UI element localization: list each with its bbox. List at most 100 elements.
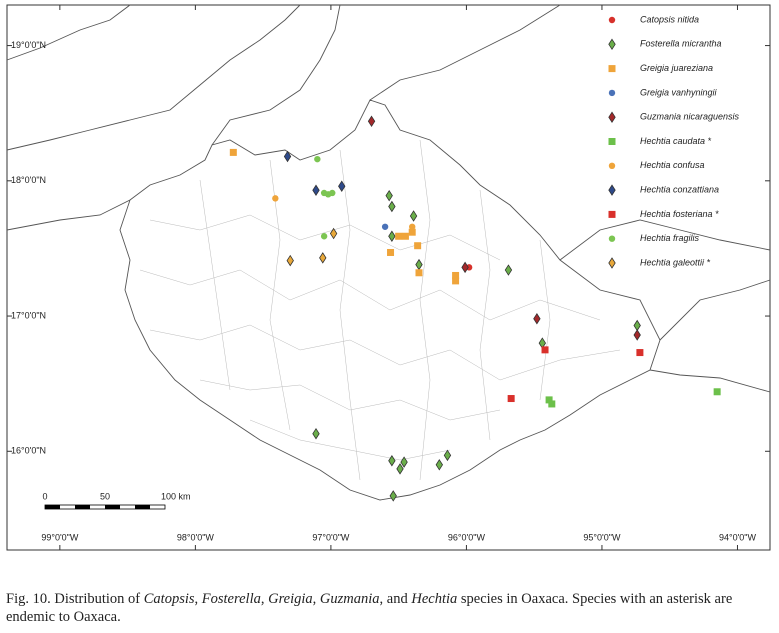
caption-segment: , [312, 591, 320, 607]
point [548, 400, 556, 408]
coastline [649, 369, 771, 393]
scale-bar-segment [105, 505, 120, 509]
legend-marker [608, 162, 616, 169]
point [452, 277, 460, 285]
caption-segment: Greigia [268, 591, 313, 607]
legend-label: Hechtia galeottii * [640, 257, 711, 267]
axes: 99°0'0"W 98°0'0"W 97°0'0"W 96°0'0"W 95°0'0"W… [7, 5, 770, 550]
caption-segment: Fig. 10. Distribution of [6, 591, 144, 607]
x-tick-label: 94°0'0"W [719, 532, 757, 542]
point [229, 148, 237, 156]
y-tick-label: 17°0'0"N [11, 310, 46, 320]
scale-bar: 0 50 100 km [42, 491, 191, 510]
point [507, 395, 515, 403]
point [443, 449, 452, 462]
legend-marker [608, 138, 616, 145]
caption-segment: Guzmania [319, 591, 380, 607]
legend-label: Greigia juareziana [640, 63, 713, 73]
point [414, 242, 422, 250]
point [286, 254, 294, 267]
legend-marker [608, 184, 616, 196]
state-border [559, 219, 771, 261]
point [541, 346, 549, 354]
y-tick-label: 19°0'0"N [11, 40, 46, 50]
point [338, 180, 346, 192]
point [636, 349, 644, 357]
legend: Catopsis nitida Fosterella micrantha Greig… [608, 14, 740, 269]
point [388, 455, 396, 467]
point [533, 313, 541, 325]
y-tick-label: 18°0'0"N [11, 175, 46, 185]
point [415, 269, 423, 277]
basemap [6, 4, 771, 501]
legend-label: Hechtia fosteriana * [640, 209, 719, 219]
point [452, 271, 460, 279]
legend-label: Hechtia conzattiana [640, 184, 719, 194]
scale-bar-segment [45, 505, 60, 509]
state-border [211, 4, 341, 146]
point [367, 115, 376, 128]
legend-label: Guzmania nicaraguensis [640, 112, 740, 122]
legend-marker [608, 111, 616, 123]
point [312, 184, 320, 197]
point [272, 195, 279, 202]
legend-marker [608, 257, 616, 269]
point [409, 210, 418, 222]
point [395, 232, 403, 240]
legend-label: Fosterella micrantha [640, 39, 722, 49]
legend-label: Hechtia confusa [640, 160, 705, 170]
x-tick-label: 95°0'0"W [583, 532, 621, 542]
point [329, 189, 336, 197]
legend-marker [608, 89, 616, 97]
point [400, 456, 408, 468]
caption-segment: Fosterella [201, 591, 261, 607]
caption-segment: , and [379, 591, 412, 607]
point [633, 329, 641, 341]
scale-bar-segment [135, 505, 150, 509]
legend-marker [608, 16, 616, 24]
oaxaca-border [119, 99, 661, 501]
scale-bar-label: 100 km [161, 491, 191, 501]
point [314, 155, 321, 163]
legend-label: Greigia vanhyningii [640, 87, 718, 97]
legend-marker [608, 235, 616, 242]
point [312, 427, 320, 440]
legend-marker [608, 38, 616, 51]
scale-bar-label: 50 [100, 491, 110, 501]
point [329, 227, 338, 240]
caption-segment: Catopsis [143, 591, 195, 607]
caption-segment: Hechtia [411, 591, 458, 607]
map: 99°0'0"W 98°0'0"W 97°0'0"W 96°0'0"W 95°0'0"W… [6, 4, 771, 551]
points [229, 115, 721, 502]
state-border [6, 199, 131, 231]
figure-caption: Fig. 10. Distribution of Catopsis, Foste… [6, 590, 778, 626]
legend-marker [608, 210, 616, 218]
legend-marker [608, 65, 616, 73]
point [713, 388, 721, 396]
legend-label: Hechtia fragilis [640, 233, 700, 243]
state-border [6, 4, 131, 61]
x-tick-label: 98°0'0"W [177, 532, 215, 542]
point [545, 396, 553, 404]
state-border [659, 279, 771, 341]
map-frame [6, 4, 771, 551]
x-tick-label: 99°0'0"W [41, 532, 79, 542]
caption-segment: , [194, 591, 202, 607]
point [283, 150, 292, 163]
point [461, 261, 469, 274]
point [385, 189, 393, 202]
point [504, 264, 513, 276]
state-border [6, 4, 301, 151]
caption-segment: species in Oaxaca. Species with an aster… [6, 591, 733, 625]
point [409, 223, 416, 230]
point [319, 252, 327, 264]
x-tick-label: 97°0'0"W [312, 532, 350, 542]
y-tick-label: 16°0'0"N [11, 446, 46, 456]
point [408, 228, 416, 236]
point [320, 233, 328, 240]
point [388, 200, 396, 213]
point [387, 248, 395, 256]
legend-label: Hechtia caudata * [640, 136, 712, 146]
